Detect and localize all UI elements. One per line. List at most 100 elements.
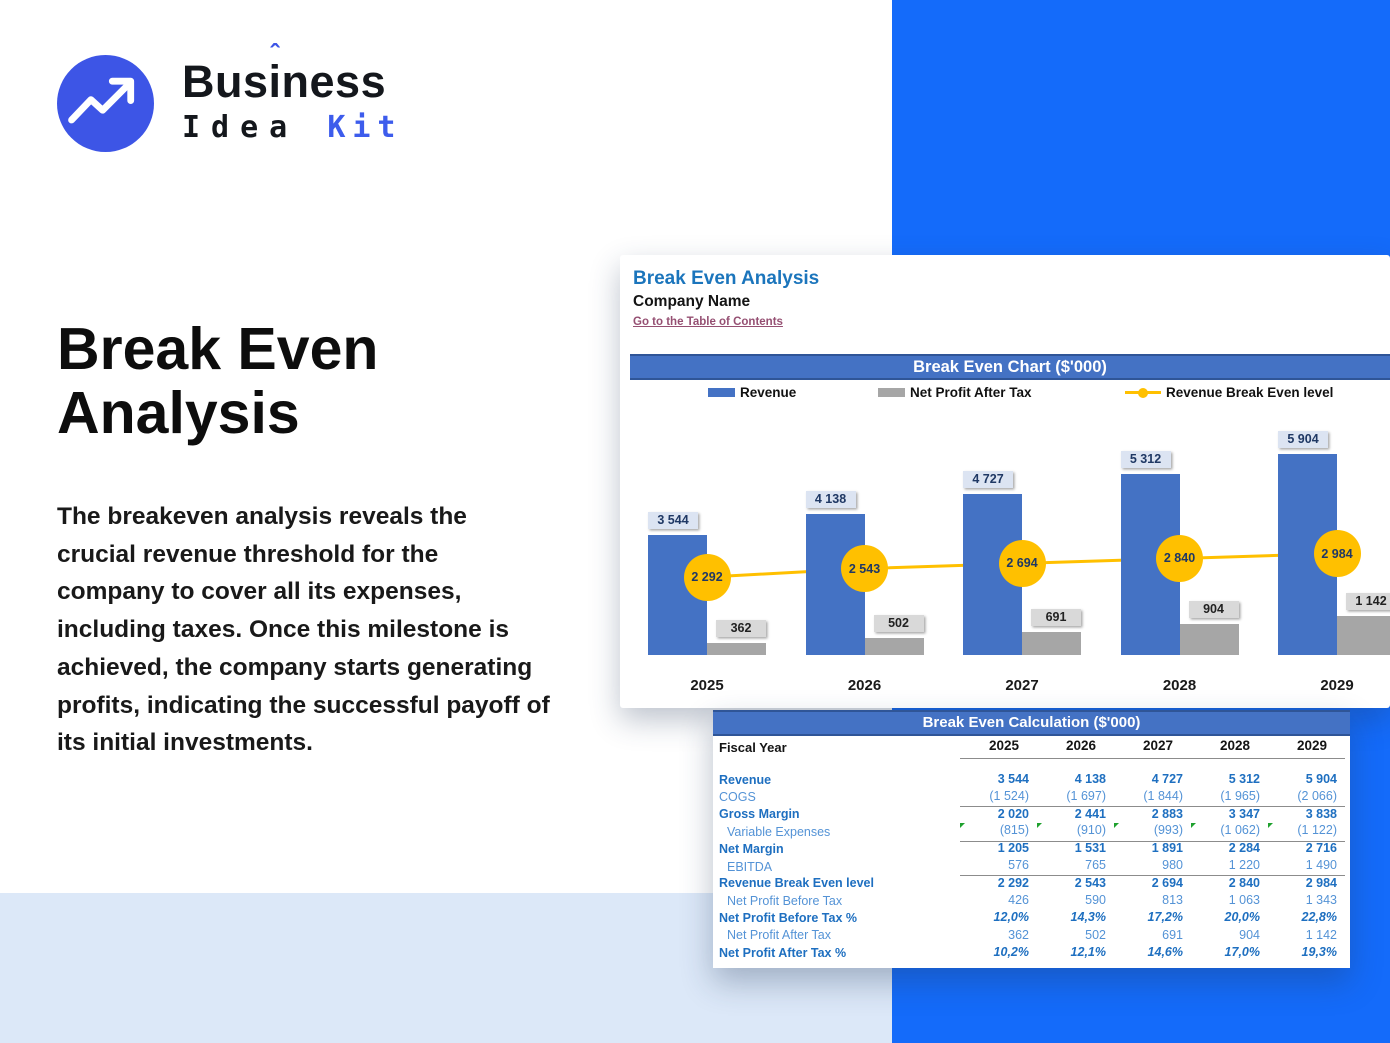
net-profit-value-label: 502 bbox=[873, 614, 924, 632]
net-profit-bar bbox=[1022, 631, 1081, 655]
net-profit-value-label: 362 bbox=[716, 619, 766, 637]
row-label: Gross Margin bbox=[719, 807, 800, 822]
cell-value: (1 697) bbox=[1037, 788, 1114, 808]
table-row: Revenue 3 544 4 138 4 727 5 312 5 904 bbox=[717, 771, 1346, 788]
table-row: Variable Expenses (815) (910) (993) (1 062)(… bbox=[717, 822, 1346, 842]
year-header: 2028 bbox=[1191, 736, 1268, 759]
table-row: Net Profit Before Tax % 12,0% 14,3% 17,2% 20… bbox=[717, 909, 1346, 926]
cell-value: 3 544 bbox=[997, 772, 1029, 786]
revenue-swatch-icon bbox=[708, 388, 735, 397]
cell-value: 2 984 bbox=[1305, 875, 1337, 890]
x-axis-label: 2026 bbox=[847, 677, 882, 694]
table-title-banner: Break Even Calculation ($'000) bbox=[713, 710, 1350, 736]
page-description: The breakeven analysis reveals the cruci… bbox=[57, 503, 550, 757]
year-header: 2027 bbox=[1114, 736, 1191, 759]
revenue-value-label: 5 904 bbox=[1278, 431, 1328, 449]
cell-value: 1 531 bbox=[1074, 841, 1106, 856]
cell-value: (1 122) bbox=[1268, 822, 1345, 842]
table-header-row: Fiscal Year 2025 2026 2027 2028 2029 bbox=[717, 736, 1346, 759]
table-row: EBITDA 576 765 980 1 220 1 490 bbox=[717, 857, 1346, 877]
cell-value: 1 343 bbox=[1305, 893, 1337, 908]
row-label: EBITDA bbox=[727, 859, 773, 874]
cell-value: 576 bbox=[960, 857, 1037, 877]
cell-value: 14,6% bbox=[1147, 944, 1183, 959]
cell-value: (1 062) bbox=[1191, 822, 1268, 842]
net-profit-value-label: 1 142 bbox=[1346, 593, 1390, 611]
cell-value: 502 bbox=[1085, 927, 1106, 942]
cell-value: 3 838 bbox=[1305, 806, 1337, 821]
net-profit-value-label: 691 bbox=[1031, 608, 1081, 626]
cell-value: 2 292 bbox=[997, 875, 1029, 890]
cell-value: 3 347 bbox=[1228, 806, 1260, 821]
table-row: Net Margin 1 205 1 531 1 891 2 284 2 716 bbox=[717, 840, 1346, 857]
revenue-value-label: 5 312 bbox=[1120, 451, 1171, 469]
cell-value: 19,3% bbox=[1301, 944, 1337, 959]
cell-value: 2 883 bbox=[1151, 806, 1183, 821]
table-row: Net Profit After Tax 362 502 691 904 1 142 bbox=[717, 927, 1346, 944]
row-label: Revenue Break Even level bbox=[719, 876, 874, 891]
caret-icon: ˆ bbox=[270, 39, 280, 69]
cell-value: (1 844) bbox=[1114, 788, 1191, 808]
breakeven-point: 2 543 bbox=[841, 545, 888, 593]
cell-value: (2 066) bbox=[1268, 788, 1345, 808]
table-row: Revenue Break Even level 2 292 2 543 2 694 2… bbox=[717, 875, 1346, 892]
net-profit-swatch-icon bbox=[878, 388, 905, 397]
cell-value: 22,8% bbox=[1301, 910, 1337, 925]
cell-value: 14,3% bbox=[1070, 910, 1106, 925]
row-label: Variable Expenses bbox=[727, 825, 831, 840]
cell-value: 426 bbox=[1008, 893, 1029, 908]
cell-value: 765 bbox=[1037, 857, 1114, 877]
cell-value: 362 bbox=[1008, 927, 1029, 942]
cell-value: (815) bbox=[960, 822, 1037, 842]
x-axis-label: 2028 bbox=[1162, 677, 1197, 694]
cell-value: 17,0% bbox=[1224, 944, 1260, 959]
legend-item-breakeven-level: Revenue Break Even level bbox=[1125, 385, 1333, 400]
cell-value: 1 205 bbox=[997, 841, 1029, 856]
cell-value: 17,2% bbox=[1147, 910, 1183, 925]
trend-arrow-icon bbox=[57, 55, 154, 152]
breakeven-point: 2 694 bbox=[998, 539, 1046, 587]
breakeven-point: 2 984 bbox=[1313, 530, 1361, 578]
net-profit-bar bbox=[1179, 624, 1239, 655]
cell-value: 4 138 bbox=[1074, 772, 1106, 786]
x-axis-label: 2027 bbox=[1005, 677, 1039, 694]
net-profit-bar bbox=[864, 637, 924, 655]
breakeven-line-swatch-icon bbox=[1125, 387, 1161, 398]
row-label: COGS bbox=[719, 790, 756, 805]
table-row: Net Profit After Tax % 10,2% 12,1% 14,6% 17,… bbox=[717, 944, 1346, 961]
cell-value: 2 284 bbox=[1228, 841, 1260, 856]
cell-value: (1 965) bbox=[1191, 788, 1268, 808]
cell-value: 813 bbox=[1162, 893, 1183, 908]
fiscal-year-label: Fiscal Year bbox=[719, 739, 787, 755]
row-label: Net Profit After Tax % bbox=[719, 945, 847, 960]
table-row: COGS (1 524) (1 697) (1 844) (1 965) (2 066) bbox=[717, 788, 1346, 808]
breakeven-point: 2 840 bbox=[1156, 534, 1203, 582]
row-label: Net Margin bbox=[719, 841, 784, 856]
net-profit-value-label: 904 bbox=[1188, 601, 1239, 619]
brand-logo: Busi ˆ ness Idea Kit bbox=[57, 39, 403, 152]
net-profit-bar bbox=[707, 642, 766, 655]
year-header: 2029 bbox=[1268, 736, 1345, 759]
cell-value: 1 220 bbox=[1191, 857, 1268, 877]
cell-value: 2 716 bbox=[1305, 841, 1337, 856]
cell-value: 5 312 bbox=[1228, 772, 1260, 786]
cell-value: 12,0% bbox=[993, 910, 1029, 925]
x-axis-label: 2025 bbox=[690, 677, 724, 694]
page-title: Break Even Analysis bbox=[57, 316, 379, 446]
cell-value: (1 524) bbox=[960, 788, 1037, 808]
table-row: Gross Margin 2 020 2 441 2 883 3 347 3 838 bbox=[717, 806, 1346, 823]
breakeven-table: Fiscal Year 2025 2026 2027 2028 2029 Revenue 3 … bbox=[717, 736, 1346, 961]
cell-value: (993) bbox=[1114, 822, 1191, 842]
brand-name-top: Busi ˆ ness bbox=[182, 39, 387, 107]
cell-value: 590 bbox=[1085, 893, 1106, 908]
breakeven-chart-card: Break Even Analysis Company Name Go to t… bbox=[620, 255, 1390, 708]
table-row: Net Profit Before Tax 426 590 813 1 063 1 343 bbox=[717, 892, 1346, 909]
cell-value: 5 904 bbox=[1305, 772, 1337, 786]
revenue-value-label: 3 544 bbox=[648, 511, 698, 529]
cell-value: 1 490 bbox=[1268, 857, 1345, 877]
row-label: Net Profit After Tax bbox=[727, 928, 831, 943]
legend-item-net-profit: Net Profit After Tax bbox=[878, 385, 1032, 400]
net-profit-bar bbox=[1337, 616, 1390, 655]
table-of-contents-link[interactable]: Go to the Table of Contents bbox=[633, 316, 783, 328]
cell-value: 1 891 bbox=[1151, 841, 1183, 856]
